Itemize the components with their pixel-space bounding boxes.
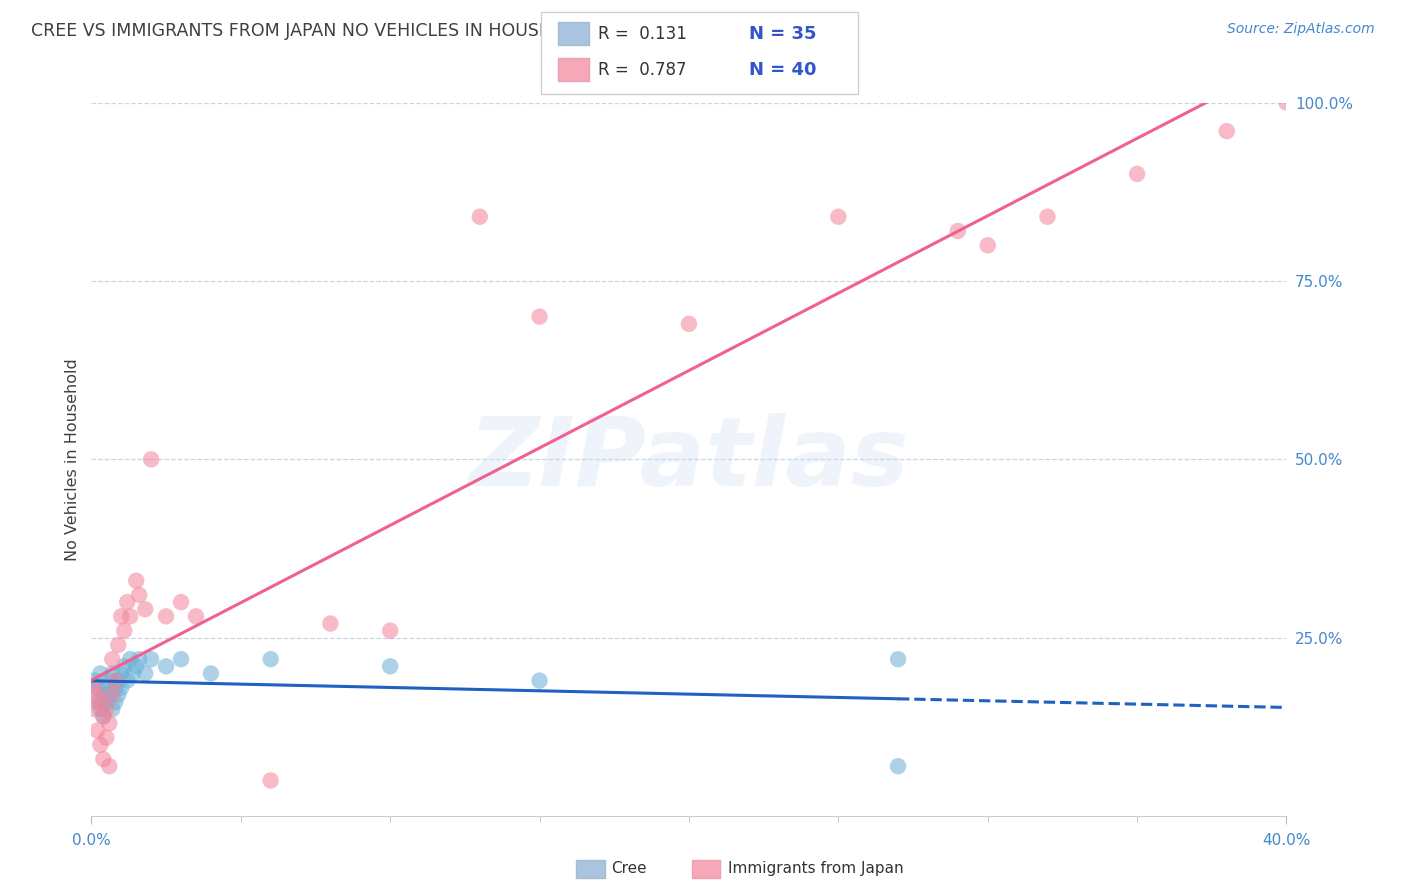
Point <box>155 609 177 624</box>
Text: ZIPatlas: ZIPatlas <box>468 413 910 506</box>
Point <box>112 659 135 673</box>
Point <box>259 773 281 788</box>
Point <box>1275 95 1298 110</box>
Point <box>89 666 111 681</box>
Point <box>104 673 127 688</box>
Point <box>141 652 163 666</box>
Point <box>319 616 342 631</box>
Point <box>1126 167 1149 181</box>
Point <box>107 638 129 652</box>
Point <box>134 602 156 616</box>
Text: Immigrants from Japan: Immigrants from Japan <box>728 862 904 876</box>
Point <box>89 695 111 709</box>
Point <box>134 666 156 681</box>
Point <box>93 709 115 723</box>
Point <box>107 673 129 688</box>
Point <box>104 681 127 695</box>
Point <box>101 702 124 716</box>
Point <box>259 652 281 666</box>
Point <box>946 224 969 238</box>
Point <box>529 673 551 688</box>
Point <box>98 673 121 688</box>
Point <box>104 695 127 709</box>
Point <box>98 759 121 773</box>
Y-axis label: No Vehicles in Household: No Vehicles in Household <box>65 358 80 561</box>
Point <box>170 595 193 609</box>
Text: Cree: Cree <box>612 862 647 876</box>
Point <box>96 681 118 695</box>
Point <box>86 723 108 738</box>
Point <box>380 624 402 638</box>
Point <box>96 731 118 745</box>
Point <box>115 673 138 688</box>
Text: R =  0.787: R = 0.787 <box>598 61 686 78</box>
Point <box>86 688 108 702</box>
Text: R =  0.131: R = 0.131 <box>598 25 686 43</box>
Point <box>86 681 108 695</box>
Point <box>115 595 138 609</box>
Text: CREE VS IMMIGRANTS FROM JAPAN NO VEHICLES IN HOUSEHOLD CORRELATION CHART: CREE VS IMMIGRANTS FROM JAPAN NO VEHICLE… <box>31 22 794 40</box>
Point <box>1036 210 1059 224</box>
Point <box>1216 124 1239 138</box>
Point <box>827 210 849 224</box>
Point <box>128 588 150 602</box>
Point <box>98 688 121 702</box>
Point <box>155 659 177 673</box>
Point <box>125 574 148 588</box>
Point <box>98 716 121 731</box>
Point <box>170 652 193 666</box>
Point <box>83 702 105 716</box>
Point <box>107 688 129 702</box>
Point <box>141 452 163 467</box>
Point <box>96 695 118 709</box>
Point <box>529 310 551 324</box>
Point <box>86 695 108 709</box>
Point <box>678 317 700 331</box>
Point <box>93 688 115 702</box>
Point <box>976 238 998 252</box>
Text: N = 35: N = 35 <box>749 25 817 43</box>
Point <box>101 666 124 681</box>
Point <box>380 659 402 673</box>
Point <box>120 652 142 666</box>
Point <box>112 624 135 638</box>
Point <box>110 681 132 695</box>
Point <box>200 666 222 681</box>
Text: N = 40: N = 40 <box>749 61 817 78</box>
Point <box>110 609 132 624</box>
Point <box>468 210 491 224</box>
Point <box>83 673 105 688</box>
Point <box>887 759 910 773</box>
Text: Source: ZipAtlas.com: Source: ZipAtlas.com <box>1227 22 1375 37</box>
Point <box>93 752 115 766</box>
Point <box>89 702 111 716</box>
Point <box>887 652 910 666</box>
Point <box>93 709 115 723</box>
Point <box>122 666 145 681</box>
Point <box>83 681 105 695</box>
Point <box>101 688 124 702</box>
Point <box>184 609 207 624</box>
Point <box>89 738 111 752</box>
Point <box>120 609 142 624</box>
Point <box>110 666 132 681</box>
Point <box>125 659 148 673</box>
Point <box>96 702 118 716</box>
Point <box>128 652 150 666</box>
Point <box>101 652 124 666</box>
